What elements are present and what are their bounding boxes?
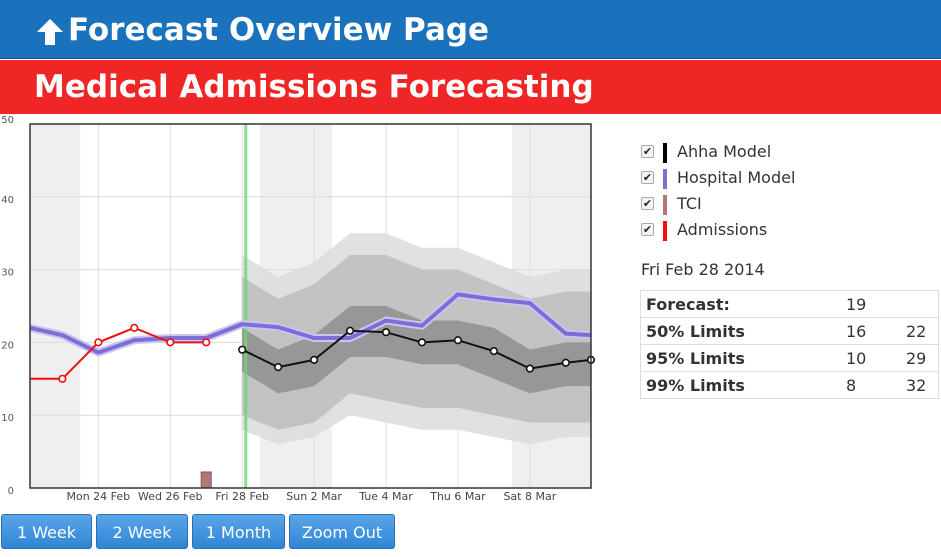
ahha-model-point [275,364,282,371]
zoom-out-button[interactable]: Zoom Out [289,514,395,549]
ahha-model-point [311,357,318,364]
one-month-button[interactable]: 1 Month [192,514,285,549]
stat-value: 8 [841,372,901,399]
selected-date: Fri Feb 28 2014 [641,260,765,279]
admissions-point [167,339,174,346]
section-header: Medical Admissions Forecasting [0,60,941,114]
one-week-button[interactable]: 1 Week [1,514,92,549]
legend-swatch [663,143,667,163]
ahha-model-point [527,365,534,372]
stat-label: 95% Limits [641,345,842,372]
ahha-model-point [239,346,246,353]
page-title[interactable]: Forecast Overview Page [68,12,489,48]
stat-value: 29 [901,345,939,372]
ahha-model-point [491,348,498,355]
weekend-shading [30,124,80,488]
ahha-model-point [383,329,390,336]
x-tick-label: Thu 6 Mar [429,490,486,503]
checkbox-ahha[interactable]: ✔ [641,145,654,158]
stat-value: 10 [841,345,901,372]
x-tick-label: Sat 8 Mar [503,490,556,503]
forecast-chart[interactable]: 0 10 20 30 40 50 Mon 24 Feb Wed 26 Feb Fri 28 Fe… [0,114,610,514]
checkbox-hospital[interactable]: ✔ [641,171,654,184]
stat-label: 50% Limits [641,318,842,345]
admissions-point [203,339,210,346]
admissions-point [59,376,66,383]
x-tick-label: Fri 28 Feb [215,490,269,503]
tci-bar [201,472,211,488]
y-tick-label: 50 [1,115,14,126]
ahha-model-point [563,359,570,366]
stat-label: Forecast: [641,291,842,318]
checkbox-tci[interactable]: ✔ [641,197,654,210]
legend-swatch [663,221,667,241]
x-tick-label: Sun 2 Mar [286,490,342,503]
two-week-button[interactable]: 2 Week [96,514,188,549]
stat-value: 22 [901,318,939,345]
ahha-model-point [419,339,426,346]
admissions-point [95,339,102,346]
stat-value: 32 [901,372,939,399]
y-tick-label: 20 [1,340,14,351]
page-header: Forecast Overview Page [0,0,941,59]
table-row: 95% Limits 10 29 [641,345,939,372]
section-title: Medical Admissions Forecasting [34,69,594,105]
table-row: 99% Limits 8 32 [641,372,939,399]
stat-label: 99% Limits [641,372,842,399]
legend-label: Admissions [677,220,767,239]
table-row: Forecast: 19 [641,291,939,318]
stat-value: 19 [841,291,901,318]
x-tick-label: Tue 4 Mar [358,490,413,503]
y-tick-label: 30 [1,268,14,279]
stat-value: 16 [841,318,901,345]
legend-label: TCI [677,194,702,213]
legend-label: Ahha Model [677,142,771,161]
y-tick-label: 10 [1,413,14,424]
forecast-stats-table: Forecast: 19 50% Limits 16 22 95% Limits… [640,290,939,399]
x-tick-label: Wed 26 Feb [138,490,202,503]
stat-value [901,291,939,318]
table-row: 50% Limits 16 22 [641,318,939,345]
legend-label: Hospital Model [677,168,795,187]
legend-swatch [663,195,667,215]
ahha-model-point [455,337,462,344]
x-tick-label: Mon 24 Feb [66,490,130,503]
admissions-point [131,325,138,332]
y-tick-label: 0 [8,486,14,497]
up-arrow-icon[interactable] [36,18,64,46]
y-tick-label: 40 [1,195,14,206]
legend-swatch [663,169,667,189]
checkbox-admissions[interactable]: ✔ [641,223,654,236]
ahha-model-point [347,327,354,334]
